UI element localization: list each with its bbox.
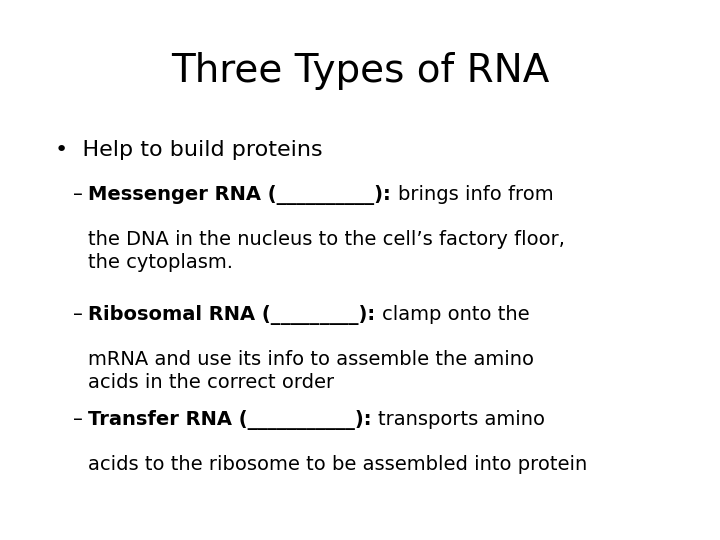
Text: brings info from: brings info from <box>397 185 553 204</box>
Text: the DNA in the nucleus to the cell’s factory floor,
the cytoplasm.: the DNA in the nucleus to the cell’s fac… <box>88 230 565 272</box>
Text: –: – <box>73 410 83 429</box>
Text: •  Help to build proteins: • Help to build proteins <box>55 140 323 160</box>
Text: clamp onto the: clamp onto the <box>382 305 529 324</box>
Text: transports amino: transports amino <box>378 410 545 429</box>
Text: Messenger RNA (__________):: Messenger RNA (__________): <box>88 185 397 205</box>
Text: –: – <box>73 305 83 324</box>
Text: mRNA and use its info to assemble the amino
acids in the correct order: mRNA and use its info to assemble the am… <box>88 350 534 392</box>
Text: –: – <box>73 185 83 204</box>
Text: acids to the ribosome to be assembled into protein: acids to the ribosome to be assembled in… <box>88 455 588 474</box>
Text: Three Types of RNA: Three Types of RNA <box>171 52 549 90</box>
Text: Transfer RNA (___________):: Transfer RNA (___________): <box>88 410 378 430</box>
Text: Ribosomal RNA (_________):: Ribosomal RNA (_________): <box>88 305 382 325</box>
